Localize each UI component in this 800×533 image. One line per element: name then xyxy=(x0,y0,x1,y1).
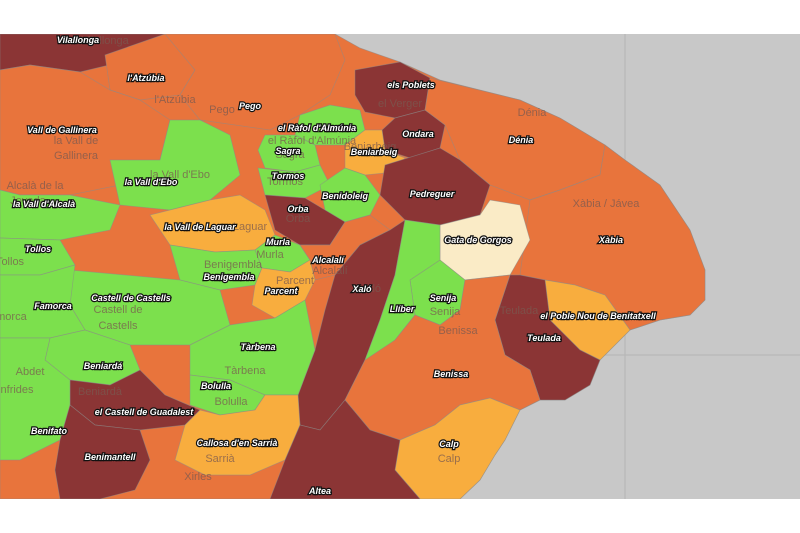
municipality-label: Benidoleig xyxy=(322,191,369,201)
municipality-label: Vall de Gallinera xyxy=(27,125,97,135)
municipality-label: Beniarbeig xyxy=(351,147,398,157)
municipality-label: Benissa xyxy=(434,369,469,379)
base-map-label: Benigembla xyxy=(204,259,263,271)
region-vall-ebo[interactable] xyxy=(109,119,241,211)
region-callosa[interactable] xyxy=(174,394,301,476)
municipality-label: Senija xyxy=(430,293,457,303)
municipality-label: Benimantell xyxy=(84,452,136,462)
base-map-label: Orba xyxy=(286,213,311,225)
municipality-label: el Castell de Guadalest xyxy=(95,407,195,417)
base-map-label: el Verger xyxy=(378,98,422,110)
region-benimantell[interactable] xyxy=(54,404,151,499)
municipality-labels: Vilallonga l'Atzúbia Pego els Poblets Vall d… xyxy=(12,34,658,497)
base-map-label: Castells xyxy=(98,320,138,332)
municipality-label: Callosa d'en Sarrià xyxy=(197,438,278,448)
base-map-label: la Vall de xyxy=(54,135,98,147)
base-map-label: Tormos xyxy=(267,176,304,188)
municipality-label: Vilallonga xyxy=(57,35,99,45)
base-map-label: Teulada xyxy=(500,305,539,317)
base-map-label: Tàrbena xyxy=(225,365,267,377)
municipality-label: Gata de Gorgos xyxy=(444,235,512,245)
base-map-label: Abdet xyxy=(16,366,45,378)
municipality-label: Benigembla xyxy=(203,272,254,282)
region-parcent[interactable] xyxy=(251,259,316,319)
municipality-label: Beniardá xyxy=(84,361,123,371)
municipality-label: el Poble Nou de Benitatxell xyxy=(540,311,656,321)
municipality-label: Tàrbena xyxy=(240,342,275,352)
base-map-labels: Vilallonga l'Atzúbia Pego el Verger Dénia la … xyxy=(0,35,640,483)
municipality-label: la Vall de Laguar xyxy=(164,222,236,232)
municipality-label: Orba xyxy=(287,204,308,214)
region-pego[interactable] xyxy=(164,34,346,131)
base-map-label: Bolulla xyxy=(214,396,248,408)
base-map-label: Famorca xyxy=(0,311,28,323)
base-map-label: Sarrià xyxy=(205,453,235,465)
municipality-label: Teulada xyxy=(527,333,561,343)
base-map-label: l'Atzúbia xyxy=(154,94,196,106)
base-map-label: Sagra xyxy=(275,149,305,161)
municipality-label: els Poblets xyxy=(387,80,435,90)
municipality-label: Xàbia xyxy=(598,235,623,245)
base-map-label: Dénia xyxy=(518,107,548,119)
base-map-label: Tollos xyxy=(0,256,25,268)
municipality-label: Pego xyxy=(239,101,262,111)
base-map-label: Calp xyxy=(438,453,461,465)
choropleth-map[interactable]: Vilallonga l'Atzúbia Pego el Verger Dénia la … xyxy=(0,34,800,499)
municipality-label: el Ràfol d'Almúnia xyxy=(278,123,356,133)
base-map-label: Parcent xyxy=(276,275,314,287)
base-map-label: Jovada xyxy=(10,195,46,207)
map-canvas[interactable]: Vilallonga l'Atzúbia Pego el Verger Dénia la … xyxy=(0,34,800,499)
base-map-label: Confrides xyxy=(0,384,34,396)
base-map-label: Gallinera xyxy=(54,150,99,162)
base-map-label: el Ràfol d'Almúnia xyxy=(268,135,357,147)
municipality-label: Bolulla xyxy=(201,381,231,391)
base-map-label: Xirles xyxy=(184,471,212,483)
municipality-label: Castell de Castells xyxy=(91,293,171,303)
municipality-label: la Vall d'Alcalà xyxy=(13,199,75,209)
municipality-label: Benifato xyxy=(31,426,68,436)
municipality-label: Parcent xyxy=(264,286,298,296)
base-map-label: Benissa xyxy=(438,325,478,337)
base-map-label: Alcalalí xyxy=(312,265,347,277)
base-map-label: Beniardà xyxy=(78,386,123,398)
base-map-label: la Vall d'Ebo xyxy=(150,169,210,181)
municipality-label: Tormos xyxy=(272,171,305,181)
municipality-label: Murla xyxy=(266,237,290,247)
base-map-label: Vilallonga xyxy=(81,35,129,47)
municipality-label: Sagra xyxy=(275,146,300,156)
base-map-label: Murla xyxy=(256,249,284,261)
municipality-label: Llíber xyxy=(390,304,415,314)
municipality-label: Famorca xyxy=(34,301,72,311)
base-map-label: Xaló xyxy=(359,283,381,295)
municipality-label: Calp xyxy=(439,439,459,449)
municipality-label: Ondara xyxy=(402,129,434,139)
base-map-label: Xàbia / Jávea xyxy=(573,198,641,210)
municipality-label: Pedreguer xyxy=(410,189,455,199)
region-altea[interactable] xyxy=(269,399,421,499)
municipality-label: la Vall d'Ebo xyxy=(125,177,178,187)
municipality-label: Altea xyxy=(308,486,331,496)
base-map-label: Alcalà de la xyxy=(7,180,65,192)
municipality-label: Xaló xyxy=(351,284,372,294)
base-map-label: Pego xyxy=(209,104,235,116)
municipality-label: Dénia xyxy=(509,135,534,145)
municipality-label: l'Atzúbia xyxy=(127,73,164,83)
base-map-label: Senija xyxy=(430,306,461,318)
base-map-label: Laguar xyxy=(233,221,268,233)
base-map-label: Beniarbeig xyxy=(344,141,397,153)
municipality-label: Tollos xyxy=(25,244,51,254)
municipality-label: Alcalalí xyxy=(311,255,345,265)
base-map-label: Castell de xyxy=(94,304,143,316)
